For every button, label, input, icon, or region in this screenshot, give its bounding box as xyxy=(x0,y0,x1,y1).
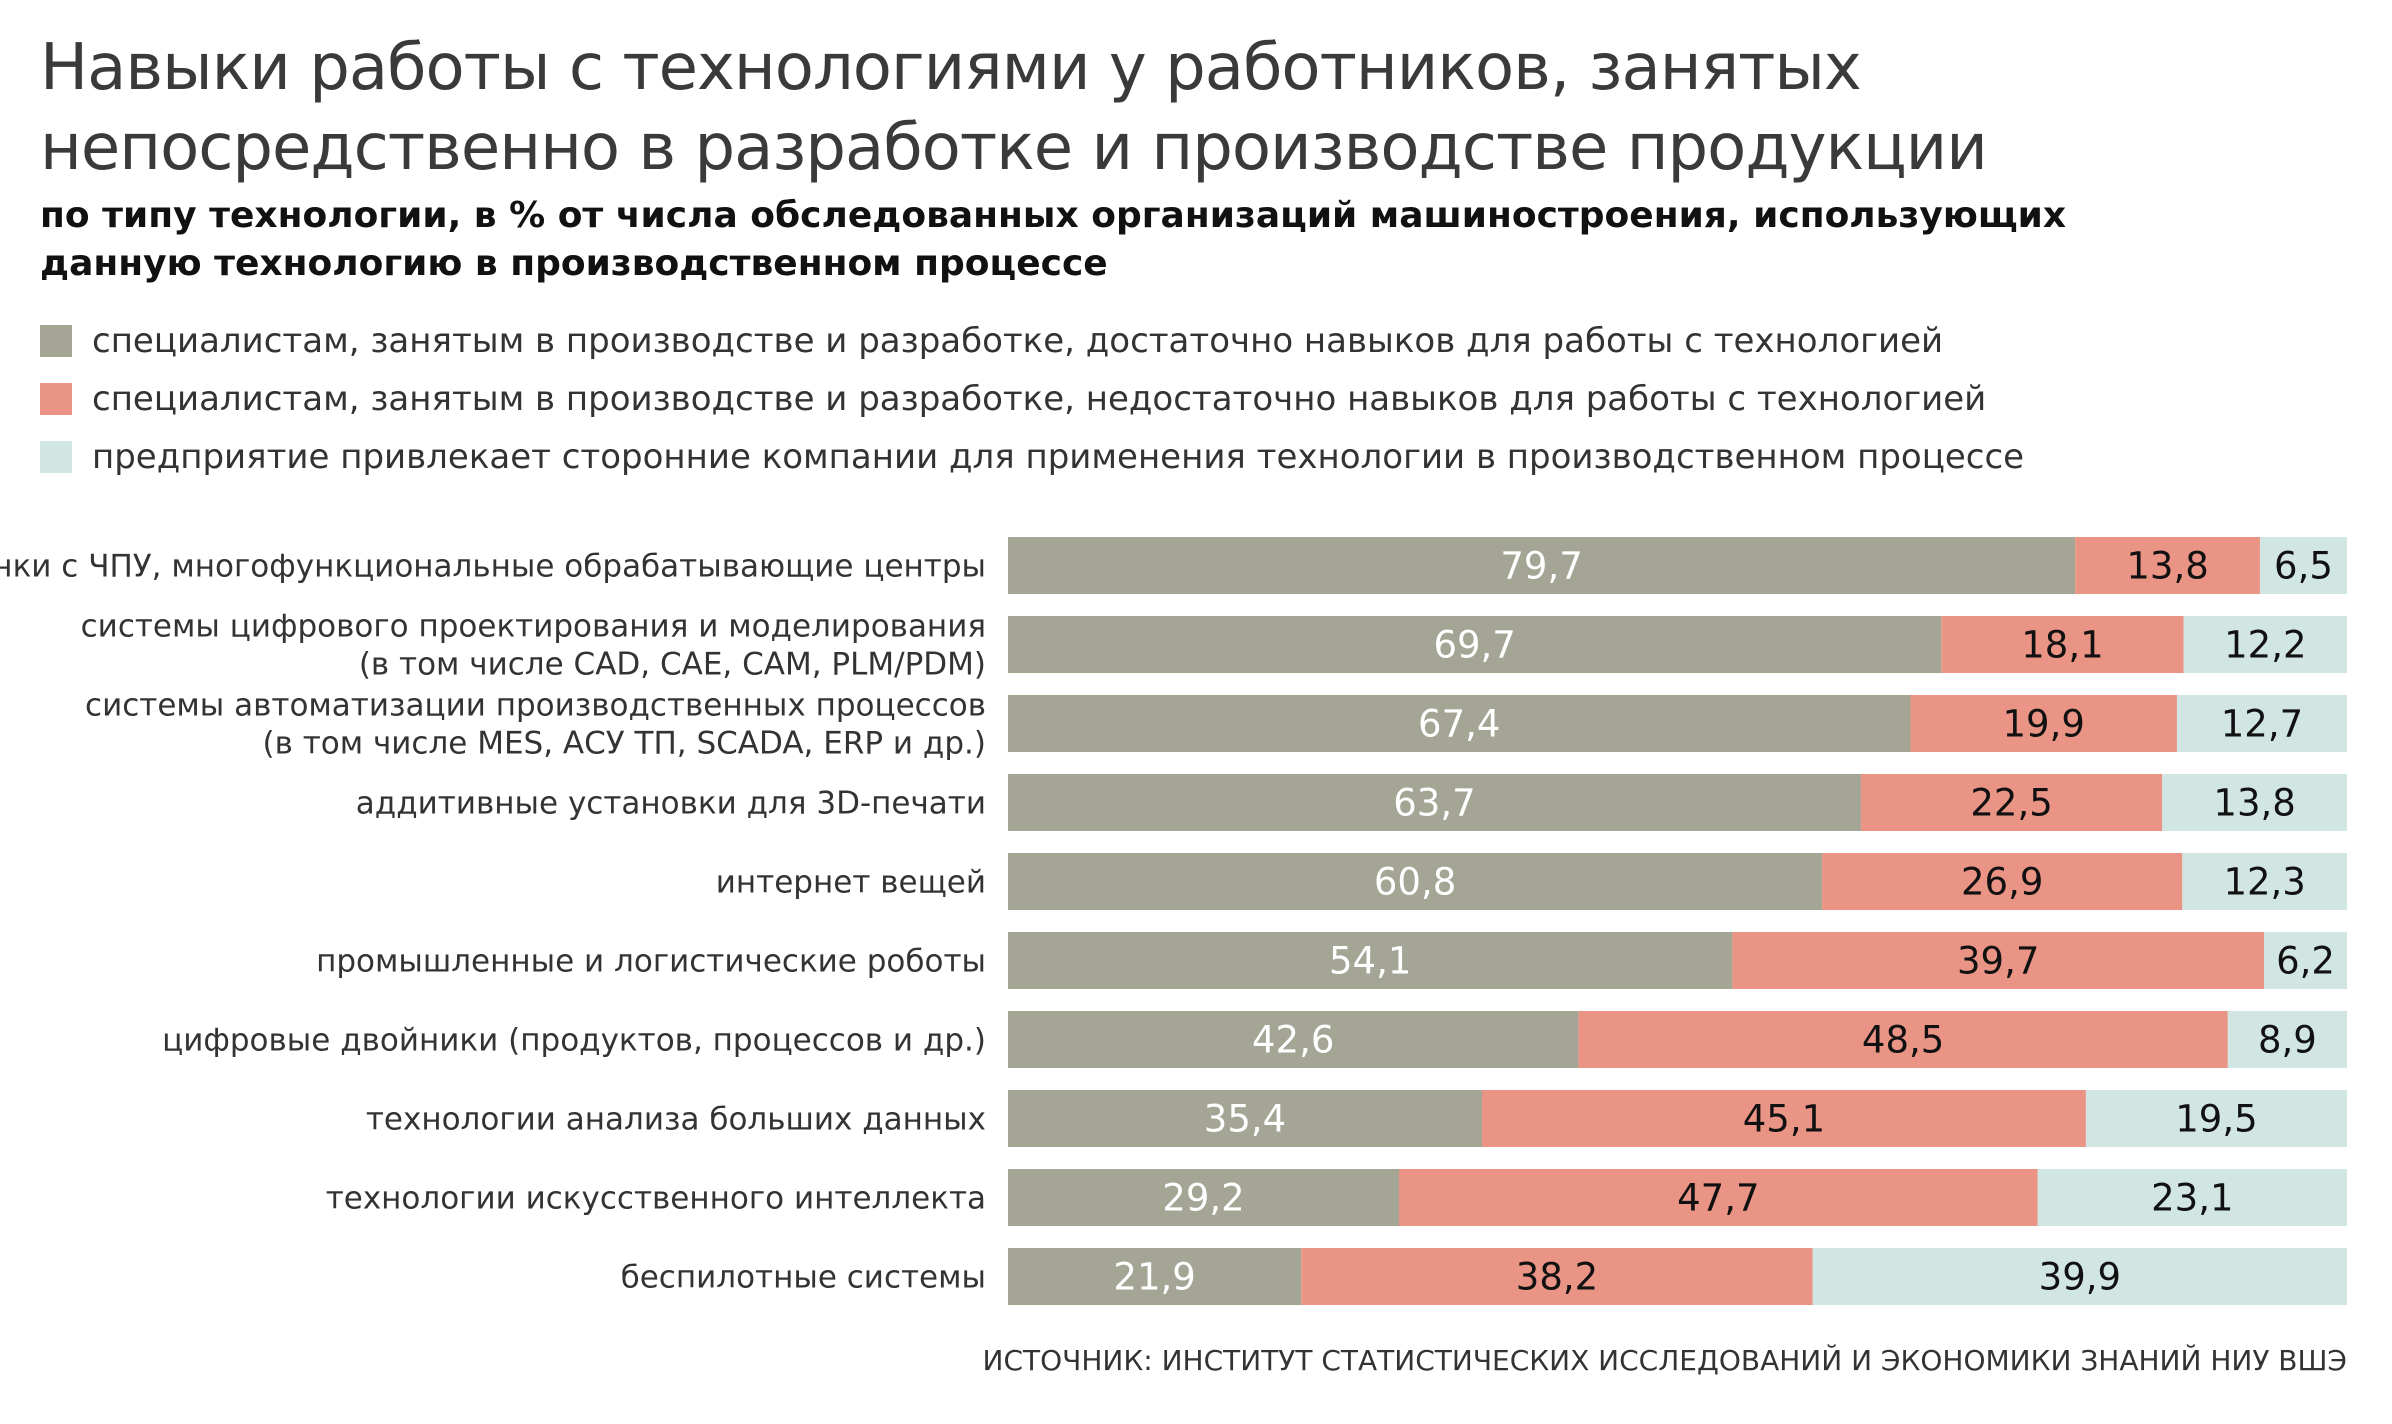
bar-segment xyxy=(1301,1248,1813,1305)
bar-segment xyxy=(2085,1090,2347,1147)
data-label: 19,5 xyxy=(2175,1098,2257,1141)
category-label: аддитивные установки для 3D-печати xyxy=(356,786,986,822)
category-label: технологии анализа больших данных xyxy=(366,1102,986,1138)
source-note: ИСТОЧНИК: ИНСТИТУТ СТАТИСТИЧЕСКИХ ИССЛЕД… xyxy=(982,1344,2347,1377)
bar-segment xyxy=(1008,1011,1579,1068)
data-label: 22,5 xyxy=(1970,782,2052,825)
bar-segment xyxy=(1578,1011,2228,1068)
data-label: 6,2 xyxy=(2276,940,2335,983)
bar-segment xyxy=(1732,932,2264,989)
data-label: 42,6 xyxy=(1252,1019,1334,1062)
bar-segment xyxy=(2075,537,2260,594)
data-label: 69,7 xyxy=(1433,624,1515,667)
bar-segment xyxy=(1910,695,2177,752)
legend-swatch-insufficient xyxy=(40,383,72,415)
bar-segment xyxy=(1822,853,2183,910)
legend-label-insufficient: специалистам, занятым в производстве и р… xyxy=(92,379,1987,419)
bar-segment xyxy=(2183,616,2347,673)
data-label: 48,5 xyxy=(1862,1019,1944,1062)
bar-segment xyxy=(1008,932,1733,989)
legend-label-outsourced: предприятие привлекает сторонние компани… xyxy=(92,437,2025,477)
bar-segment xyxy=(2182,853,2347,910)
data-label: 12,3 xyxy=(2223,861,2305,904)
bar-segment xyxy=(2176,695,2347,752)
bar-segment xyxy=(1482,1090,2086,1147)
bar-segment xyxy=(2263,932,2347,989)
category-label: цифровые двойники (продуктов, процессов … xyxy=(162,1023,986,1059)
bar-segment xyxy=(1008,616,1942,673)
category-label: промышленные и логистические роботы xyxy=(316,944,986,980)
category-label: системы цифрового проектирования и модел… xyxy=(81,609,986,683)
category-label: беспилотные системы xyxy=(621,1260,986,1296)
data-label: 29,2 xyxy=(1162,1177,1244,1220)
bar-segment xyxy=(1398,1169,2038,1226)
data-label: 19,9 xyxy=(2003,703,2085,746)
data-label: 39,7 xyxy=(1957,940,2039,983)
bar-segment xyxy=(1941,616,2184,673)
data-label: 35,4 xyxy=(1204,1098,1286,1141)
data-label: 18,1 xyxy=(2021,624,2103,667)
data-label: 38,2 xyxy=(1516,1256,1598,1299)
legend-label-sufficient: специалистам, занятым в производстве и р… xyxy=(92,321,1944,361)
bar-segment xyxy=(1812,1248,2347,1305)
category-label: станки с ЧПУ, многофункциональные обраба… xyxy=(0,549,986,585)
data-label: 12,2 xyxy=(2224,624,2306,667)
data-label: 13,8 xyxy=(2213,782,2295,825)
data-label: 47,7 xyxy=(1677,1177,1759,1220)
bar-segment xyxy=(1860,774,2163,831)
bar-segment xyxy=(2037,1169,2347,1226)
data-label: 45,1 xyxy=(1743,1098,1825,1141)
data-label: 54,1 xyxy=(1329,940,1411,983)
bar-segment xyxy=(1008,774,1861,831)
legend-item-sufficient: специалистам, занятым в производстве и р… xyxy=(40,312,2360,370)
data-label: 23,1 xyxy=(2151,1177,2233,1220)
data-label: 21,9 xyxy=(1113,1256,1195,1299)
data-label: 8,9 xyxy=(2258,1019,2317,1062)
category-label: технологии искусственного интеллекта xyxy=(326,1181,986,1217)
bar-segment xyxy=(1008,1169,1399,1226)
data-label: 6,5 xyxy=(2274,545,2333,588)
data-label: 63,7 xyxy=(1393,782,1475,825)
legend-item-outsourced: предприятие привлекает сторонние компани… xyxy=(40,428,2360,486)
data-label: 13,8 xyxy=(2126,545,2208,588)
chart-title: Навыки работы с технологиями у работнико… xyxy=(40,31,1988,185)
chart-subtitle: по типу технологии, в % от числа обследо… xyxy=(40,195,2067,284)
bar-segment xyxy=(2162,774,2347,831)
category-label: системы автоматизации производственных п… xyxy=(85,688,986,762)
data-label: 79,7 xyxy=(1500,545,1582,588)
bar-segment xyxy=(1008,1090,1483,1147)
bar-segment xyxy=(1008,695,1911,752)
bar-segment xyxy=(2227,1011,2347,1068)
data-label: 12,7 xyxy=(2221,703,2303,746)
bar-segment xyxy=(1008,853,1823,910)
data-label: 60,8 xyxy=(1374,861,1456,904)
legend-swatch-sufficient xyxy=(40,325,72,357)
legend-item-insufficient: специалистам, занятым в производстве и р… xyxy=(40,370,2360,428)
category-label: интернет вещей xyxy=(716,865,986,901)
legend: специалистам, занятым в производстве и р… xyxy=(40,312,2360,486)
legend-swatch-outsourced xyxy=(40,441,72,473)
bar-segment xyxy=(2259,537,2347,594)
bar-segment xyxy=(1008,537,2076,594)
data-label: 67,4 xyxy=(1418,703,1500,746)
data-label: 39,9 xyxy=(2039,1256,2121,1299)
data-label: 26,9 xyxy=(1961,861,2043,904)
bar-segment xyxy=(1008,1248,1302,1305)
